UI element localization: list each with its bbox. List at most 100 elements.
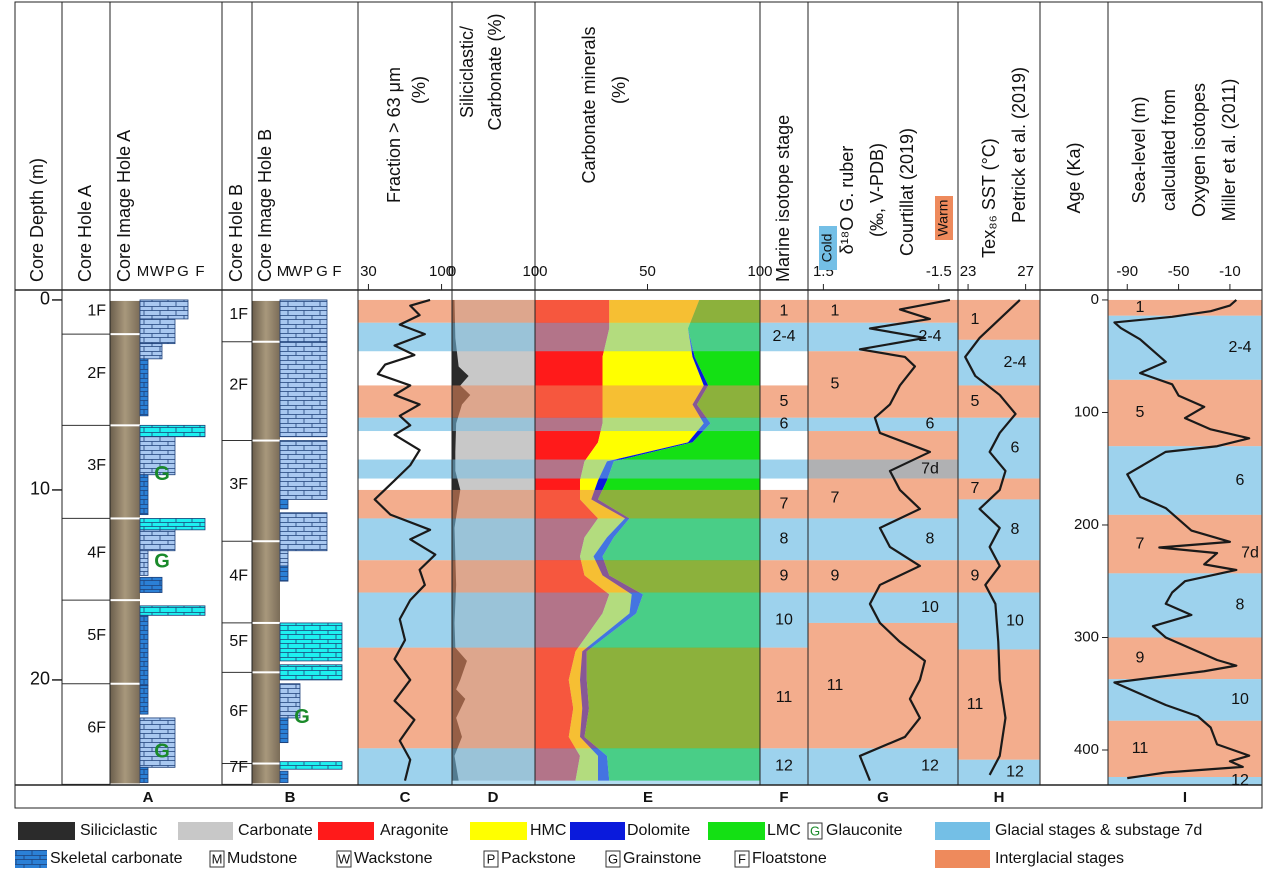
stage-band xyxy=(808,322,958,352)
axis-title: Core Depth (m) xyxy=(27,158,47,282)
legend-label: Dolomite xyxy=(627,822,690,839)
stage-label: 11 xyxy=(967,696,984,713)
panel-title: Marine isotope stage xyxy=(773,115,793,282)
core-image xyxy=(252,441,280,541)
curve xyxy=(858,298,951,782)
core-image xyxy=(110,335,140,425)
stage-label: 6 xyxy=(926,416,935,433)
texture-tick: M xyxy=(137,263,150,280)
lithology-texture xyxy=(140,436,175,475)
stage-band xyxy=(1108,299,1262,316)
stage-label: 12 xyxy=(921,758,939,775)
stage-band xyxy=(452,518,760,561)
x-tick-label: 50 xyxy=(639,263,656,280)
legend-label: Grainstone xyxy=(623,850,701,867)
lithology-texture xyxy=(140,685,148,715)
stage-band xyxy=(808,622,958,749)
core-image xyxy=(252,300,280,341)
section-label: 2F xyxy=(87,365,106,382)
panel-letter: F xyxy=(779,789,788,806)
lithology-texture xyxy=(280,565,288,582)
legend-swatch xyxy=(318,822,374,840)
stage-band xyxy=(760,647,808,749)
panel-letter: B xyxy=(285,789,296,806)
texture-tick: F xyxy=(195,263,204,280)
lithology-texture xyxy=(280,761,342,770)
stage-band xyxy=(958,417,1040,479)
stage-label: 12 xyxy=(775,758,793,775)
panel-title: (%) xyxy=(609,76,629,104)
section-label: 1F xyxy=(87,302,106,319)
stage-band xyxy=(808,431,958,460)
depth-tick-label: 10 xyxy=(30,479,50,499)
legend-box xyxy=(734,850,750,868)
legend-symbol: G xyxy=(810,823,820,838)
stage-band xyxy=(760,748,808,785)
stage-label: 12 xyxy=(1231,772,1249,789)
x-tick-label: 100 xyxy=(747,263,772,280)
section-label: 3F xyxy=(229,476,248,493)
x-tick-label: -50 xyxy=(1168,263,1190,280)
lithology-texture xyxy=(140,605,205,616)
lithology-texture xyxy=(140,550,148,576)
stage-label: 5 xyxy=(971,393,980,410)
stage-band xyxy=(1108,679,1262,721)
x-tick-label: -1.5 xyxy=(926,263,952,280)
panel-title: calculated from xyxy=(1159,89,1179,211)
texture-tick: F xyxy=(332,263,341,280)
stage-band xyxy=(358,518,452,561)
panel-title: (‰, V-PDB) xyxy=(867,143,887,237)
stage-label: 2-4 xyxy=(918,328,941,345)
legend-box xyxy=(336,850,352,868)
legend-label: Wackstone xyxy=(354,850,433,867)
core-image xyxy=(110,601,140,683)
age-tick-label: 100 xyxy=(1074,403,1099,420)
legend-swatch xyxy=(18,822,75,840)
stage-band xyxy=(808,518,958,561)
curve xyxy=(1113,299,1251,780)
stage-band xyxy=(452,322,760,352)
stage-band xyxy=(760,299,808,323)
legend-symbol: M xyxy=(212,851,223,866)
stage-label: 8 xyxy=(1236,597,1245,614)
lithology-texture xyxy=(140,717,175,768)
legend-swatch xyxy=(470,822,527,840)
core-image xyxy=(110,684,140,784)
tag-swatch xyxy=(935,196,953,240)
legend-label: Aragonite xyxy=(380,822,449,839)
legend-label: Packstone xyxy=(501,850,576,867)
lithology-texture xyxy=(280,622,342,661)
panel-letter: G xyxy=(877,789,889,806)
legend-label: Siliciclastic xyxy=(80,822,157,839)
legend-symbol: G xyxy=(608,851,618,866)
legend-swatch xyxy=(178,822,233,840)
stage-label: 12 xyxy=(1006,763,1024,780)
x-tick-label: 100 xyxy=(429,263,454,280)
stage-label: 2-4 xyxy=(1228,339,1251,356)
stage-label: 1 xyxy=(1136,299,1145,316)
lithology-texture xyxy=(140,767,148,783)
core-image xyxy=(252,342,280,440)
core-image xyxy=(252,673,280,763)
lithology-texture xyxy=(280,341,327,437)
stage-band xyxy=(452,560,760,593)
stage-label: 7d xyxy=(921,460,939,477)
overlay-layer xyxy=(452,299,760,785)
glauconite-marker: G xyxy=(154,740,170,762)
stage-label: 10 xyxy=(921,599,939,616)
stage-band xyxy=(760,459,808,479)
stage-label: 7 xyxy=(780,495,789,512)
stage-band xyxy=(452,647,760,749)
lithology-texture xyxy=(280,664,342,680)
texture-tick: G xyxy=(177,263,189,280)
core-image xyxy=(110,426,140,518)
core-image xyxy=(110,519,140,600)
panel-letter: E xyxy=(643,789,653,806)
stage-band xyxy=(760,385,808,418)
texture-tick: W xyxy=(288,263,303,280)
stage-band xyxy=(808,748,958,785)
age-tick-label: 400 xyxy=(1074,741,1099,758)
core-image xyxy=(252,764,280,784)
stage-band xyxy=(760,417,808,432)
